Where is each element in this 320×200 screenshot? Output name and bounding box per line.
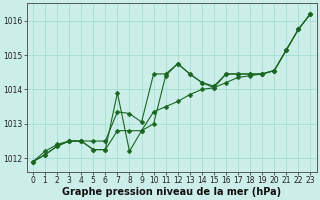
X-axis label: Graphe pression niveau de la mer (hPa): Graphe pression niveau de la mer (hPa) bbox=[62, 187, 281, 197]
